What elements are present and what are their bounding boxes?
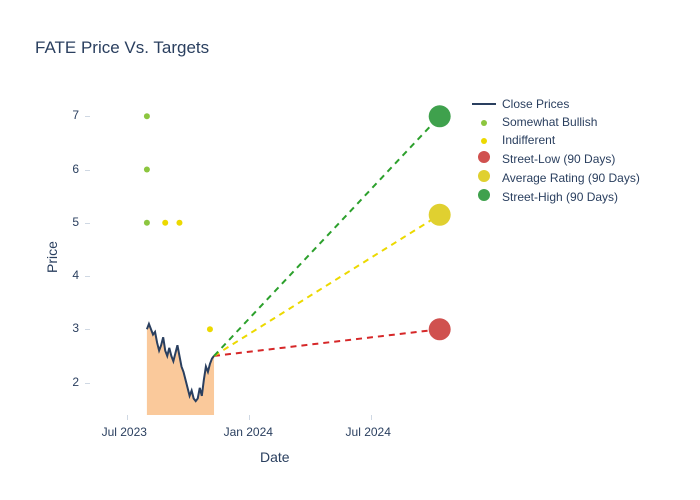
legend-label: Indifferent <box>502 133 555 147</box>
legend-item: Close Prices <box>472 97 640 111</box>
legend-swatch <box>472 133 496 147</box>
y-tick-label: 7 <box>72 108 79 122</box>
x-axis-label: Date <box>260 449 290 465</box>
legend-swatch <box>472 103 496 105</box>
legend-swatch <box>472 115 496 129</box>
y-axis-label: Price <box>44 241 60 273</box>
legend-label: Somewhat Bullish <box>502 115 597 129</box>
legend-label: Street-Low (90 Days) <box>502 152 615 166</box>
legend-label: Street-High (90 Days) <box>502 190 618 204</box>
y-tick-label: 2 <box>72 375 79 389</box>
legend-label: Average Rating (90 Days) <box>502 171 640 185</box>
legend-swatch <box>472 170 496 185</box>
legend-item: Indifferent <box>472 133 640 147</box>
x-tick-label: Jan 2024 <box>224 425 273 439</box>
legend-item: Street-Low (90 Days) <box>472 151 640 166</box>
legend-item: Somewhat Bullish <box>472 115 640 129</box>
legend-item: Street-High (90 Days) <box>472 189 640 204</box>
chart-title: FATE Price Vs. Targets <box>35 38 209 58</box>
legend-swatch <box>472 151 496 166</box>
y-tick-label: 5 <box>72 215 79 229</box>
legend-label: Close Prices <box>502 97 569 111</box>
chart-container: FATE Price Vs. Targets 2 3 4 5 6 7 Jul 2023 Ja… <box>0 0 700 500</box>
legend: Close Prices Somewhat Bullish Indifferent S… <box>472 97 640 208</box>
y-tick-label: 6 <box>72 162 79 176</box>
legend-swatch <box>472 189 496 204</box>
plot-area <box>90 95 460 415</box>
x-tick-label: Jul 2024 <box>346 425 391 439</box>
legend-item: Average Rating (90 Days) <box>472 170 640 185</box>
y-tick-label: 4 <box>72 268 79 282</box>
x-tick-label: Jul 2023 <box>102 425 147 439</box>
y-tick-label: 3 <box>72 321 79 335</box>
